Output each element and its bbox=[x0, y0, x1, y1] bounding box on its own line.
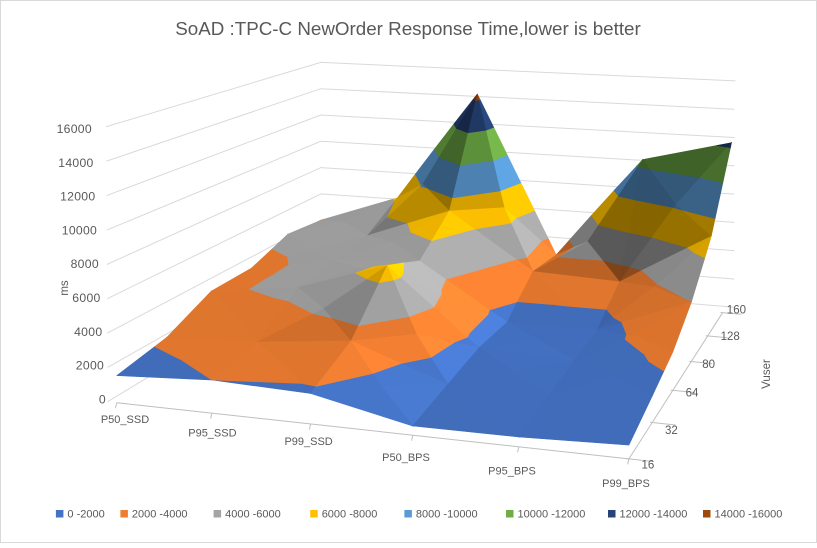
svg-text:0: 0 bbox=[99, 392, 106, 406]
svg-text:64: 64 bbox=[686, 388, 699, 400]
svg-text:12000 -14000: 12000 -14000 bbox=[620, 509, 688, 521]
svg-text:2000: 2000 bbox=[76, 359, 104, 373]
svg-text:14000: 14000 bbox=[58, 156, 93, 170]
svg-text:160: 160 bbox=[727, 304, 746, 316]
svg-text:128: 128 bbox=[721, 331, 740, 343]
svg-text:P95_SSD: P95_SSD bbox=[188, 428, 236, 440]
svg-text:16000: 16000 bbox=[57, 122, 92, 136]
svg-text:8000: 8000 bbox=[71, 257, 99, 271]
svg-text:32: 32 bbox=[665, 425, 678, 437]
svg-text:P95_BPS: P95_BPS bbox=[488, 466, 536, 478]
svg-text:2000 -4000: 2000 -4000 bbox=[132, 509, 188, 521]
svg-text:Vuser: Vuser bbox=[761, 359, 773, 389]
svg-text:P50_SSD: P50_SSD bbox=[101, 414, 149, 426]
svg-text:4000 -6000: 4000 -6000 bbox=[225, 509, 281, 521]
svg-text:SoAD :TPC-C NewOrder Response: SoAD :TPC-C NewOrder Response Time,lower… bbox=[175, 18, 641, 39]
svg-text:8000 -10000: 8000 -10000 bbox=[416, 509, 478, 521]
svg-text:80: 80 bbox=[702, 359, 715, 371]
svg-text:6000: 6000 bbox=[72, 291, 100, 305]
svg-text:P99_BPS: P99_BPS bbox=[602, 478, 650, 490]
svg-text:P50_BPS: P50_BPS bbox=[382, 452, 430, 464]
svg-text:16: 16 bbox=[642, 460, 655, 472]
svg-text:6000 -8000: 6000 -8000 bbox=[322, 509, 378, 521]
svg-text:0 -2000: 0 -2000 bbox=[67, 509, 104, 521]
svg-text:ms: ms bbox=[59, 280, 71, 296]
svg-text:12000: 12000 bbox=[60, 190, 95, 204]
svg-text:10000 -12000: 10000 -12000 bbox=[518, 509, 586, 521]
svg-text:4000: 4000 bbox=[74, 325, 102, 339]
svg-text:10000: 10000 bbox=[62, 223, 97, 237]
svg-text:14000 -16000: 14000 -16000 bbox=[715, 509, 783, 521]
svg-text:P99_SSD: P99_SSD bbox=[284, 436, 332, 448]
